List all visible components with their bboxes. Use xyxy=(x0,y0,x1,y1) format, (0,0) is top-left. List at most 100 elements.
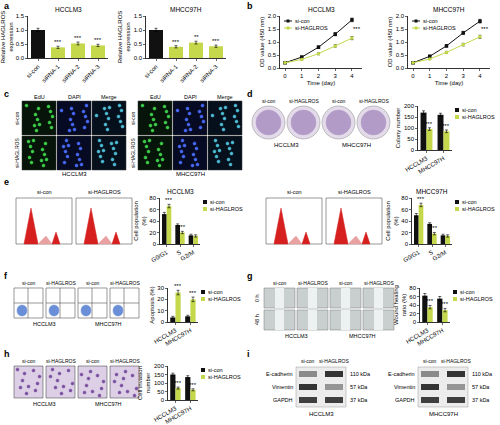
svg-text:***: *** xyxy=(425,121,433,127)
svg-text:MHCC97H: MHCC97H xyxy=(95,321,122,327)
svg-text:1.0: 1.0 xyxy=(396,39,405,45)
svg-text:***: *** xyxy=(174,283,182,289)
svg-text:***: *** xyxy=(165,197,173,203)
svg-text:0: 0 xyxy=(283,73,287,79)
svg-text:e: e xyxy=(4,177,9,187)
svg-text:si-con: si-con xyxy=(423,358,437,364)
svg-text:150: 150 xyxy=(154,372,165,378)
svg-text:0: 0 xyxy=(413,319,417,325)
svg-text:***: *** xyxy=(481,26,489,32)
svg-text:Cell population(%): Cell population(%) xyxy=(133,201,147,241)
svg-text:c: c xyxy=(4,89,9,99)
svg-text:si-HAGLROS: si-HAGLROS xyxy=(462,114,495,120)
svg-text:20: 20 xyxy=(401,230,408,236)
svg-text:4: 4 xyxy=(478,73,482,79)
svg-text:si-con: si-con xyxy=(287,189,302,195)
svg-text:0: 0 xyxy=(161,397,165,403)
svg-text:0: 0 xyxy=(411,147,415,153)
svg-text:1: 1 xyxy=(428,73,432,79)
svg-text:***: *** xyxy=(442,123,450,129)
svg-text:Merge: Merge xyxy=(217,94,233,100)
svg-text:DAPI: DAPI xyxy=(68,94,81,100)
svg-text:0: 0 xyxy=(153,241,157,247)
svg-text:Vimentin: Vimentin xyxy=(272,384,293,390)
svg-text:siRNA-2: siRNA-2 xyxy=(61,63,82,84)
svg-text:si-con: si-con xyxy=(273,280,287,286)
svg-text:***: *** xyxy=(417,196,425,202)
svg-text:EdU: EdU xyxy=(34,94,45,100)
svg-text:0.5: 0.5 xyxy=(268,52,277,58)
svg-text:20: 20 xyxy=(149,230,156,236)
svg-text:1.0: 1.0 xyxy=(16,27,25,33)
svg-text:E-cadherin: E-cadherin xyxy=(266,371,293,377)
svg-text:2: 2 xyxy=(445,73,449,79)
svg-text:siRNA-2: siRNA-2 xyxy=(179,63,200,84)
svg-text:siRNA-3: siRNA-3 xyxy=(199,63,220,84)
svg-text:si-con: si-con xyxy=(25,64,41,80)
svg-text:si-HAGLROS: si-HAGLROS xyxy=(359,98,389,104)
svg-text:2.0: 2.0 xyxy=(268,13,277,19)
svg-text:1.5: 1.5 xyxy=(268,26,277,32)
svg-text:g: g xyxy=(247,271,253,281)
svg-text:OD value (450 nm): OD value (450 nm) xyxy=(387,17,393,68)
svg-text:siRNA-1: siRNA-1 xyxy=(159,63,180,84)
svg-text:si-con: si-con xyxy=(462,199,477,205)
svg-text:***: *** xyxy=(426,298,434,304)
svg-text:OD value (450 nm): OD value (450 nm) xyxy=(259,17,265,68)
svg-text:si-con: si-con xyxy=(208,367,223,373)
svg-text:1.0: 1.0 xyxy=(134,27,143,33)
svg-text:40: 40 xyxy=(409,302,416,308)
svg-text:37 kDa: 37 kDa xyxy=(350,397,368,403)
svg-text:si-HAGLROS: si-HAGLROS xyxy=(460,296,493,302)
svg-text:MHCC97H: MHCC97H xyxy=(164,327,192,347)
svg-text:1: 1 xyxy=(300,73,304,79)
svg-text:si-con: si-con xyxy=(130,111,136,125)
svg-text:0 h: 0 h xyxy=(254,294,260,302)
svg-text:si-con: si-con xyxy=(301,358,315,364)
svg-text:si-HAGLROS: si-HAGLROS xyxy=(462,206,495,212)
svg-text:si-HAGLROS: si-HAGLROS xyxy=(319,358,349,364)
svg-text:HCCLM3: HCCLM3 xyxy=(153,327,178,345)
svg-text:MHCC97H: MHCC97H xyxy=(417,155,445,175)
svg-text:Merge: Merge xyxy=(101,94,117,100)
svg-text:1.0: 1.0 xyxy=(268,39,277,45)
svg-text:***: *** xyxy=(189,382,197,388)
svg-text:100: 100 xyxy=(404,125,415,131)
svg-text:HCCLM3: HCCLM3 xyxy=(309,411,334,417)
svg-text:Vimentin: Vimentin xyxy=(394,384,415,390)
svg-text:30: 30 xyxy=(157,285,164,291)
svg-text:HCCLM3: HCCLM3 xyxy=(33,321,56,327)
svg-text:0.0: 0.0 xyxy=(268,65,277,71)
svg-text:si-con: si-con xyxy=(462,107,477,113)
svg-text:200: 200 xyxy=(154,363,165,369)
svg-text:si-HAGLROS: si-HAGLROS xyxy=(130,138,136,168)
svg-text:0.5: 0.5 xyxy=(134,41,143,47)
svg-text:MHCC97H: MHCC97H xyxy=(176,171,205,177)
svg-text:80: 80 xyxy=(149,195,156,201)
svg-text:Time (day): Time (day) xyxy=(435,80,463,86)
svg-text:50: 50 xyxy=(157,389,164,395)
svg-text:80: 80 xyxy=(401,195,408,201)
svg-text:***: *** xyxy=(178,224,186,230)
svg-text:si-HAGLROS: si-HAGLROS xyxy=(441,358,471,364)
svg-text:0.5: 0.5 xyxy=(396,52,405,58)
svg-text:S: S xyxy=(428,249,434,256)
svg-text:***: *** xyxy=(54,39,62,45)
svg-text:150: 150 xyxy=(404,114,415,120)
svg-text:si-con: si-con xyxy=(339,280,353,286)
svg-text:si-HAGLROS: si-HAGLROS xyxy=(46,358,76,364)
svg-text:50: 50 xyxy=(407,136,414,142)
svg-text:HCCLM3: HCCLM3 xyxy=(153,405,178,423)
svg-text:MHCC97H: MHCC97H xyxy=(349,333,376,339)
svg-text:si-HAGLROS: si-HAGLROS xyxy=(338,189,371,195)
svg-text:57 kDa: 57 kDa xyxy=(472,384,490,390)
svg-text:***: *** xyxy=(174,380,182,386)
svg-text:EdU: EdU xyxy=(150,94,161,100)
svg-text:***: *** xyxy=(353,26,361,32)
svg-text:HCCLM3: HCCLM3 xyxy=(62,171,87,177)
svg-text:0.5: 0.5 xyxy=(16,41,25,47)
svg-text:48 h: 48 h xyxy=(254,314,260,325)
svg-text:si-HAGLROS: si-HAGLROS xyxy=(210,206,243,212)
svg-text:G2/M: G2/M xyxy=(180,249,196,262)
svg-text:***: *** xyxy=(74,35,82,41)
